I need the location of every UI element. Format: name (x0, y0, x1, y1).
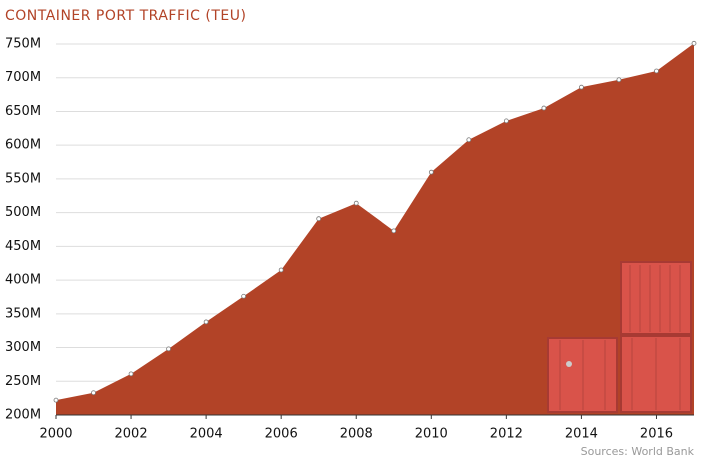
x-tick-label: 2010 (415, 427, 448, 442)
source: Sources: World Bank (581, 445, 695, 458)
y-tick-label: 500M (5, 205, 41, 220)
data-point (541, 105, 547, 111)
area (56, 43, 694, 416)
x-tick-label: 2016 (640, 427, 673, 442)
y-tick-label: 750M (5, 37, 41, 52)
x-tick-label: 2008 (340, 427, 373, 442)
x-tick-label: 2006 (265, 427, 298, 442)
data-point (203, 319, 209, 325)
y-tick-label: 550M (5, 171, 41, 186)
data-point (466, 137, 472, 143)
x-tick-label: 2000 (39, 427, 72, 442)
data-point (353, 200, 359, 206)
data-point (316, 216, 322, 222)
axes: 200M 250M 300M 350M 400M 450M 500M 550M 600M 650M… (5, 37, 694, 442)
y-tick-label: 350M (5, 306, 41, 321)
data-point (654, 68, 659, 74)
x-tick-label: 2012 (490, 427, 523, 442)
data-point (53, 397, 59, 403)
y-tick-label: 400M (5, 273, 41, 288)
data-point (616, 77, 622, 83)
y-tick-label: 700M (5, 70, 41, 85)
y-tick-label: 600M (5, 138, 41, 153)
data-point (128, 371, 134, 377)
data-point (91, 390, 96, 396)
x-tick-label: 2004 (190, 427, 223, 442)
data-point (391, 228, 397, 234)
y-tick-label: 450M (5, 239, 41, 254)
data-point (579, 84, 584, 90)
x-tick-label: 2002 (115, 427, 148, 442)
data-point (428, 169, 434, 175)
data-point (503, 118, 509, 124)
containers-illustration (547, 261, 692, 413)
y-tick-label: 650M (5, 104, 41, 119)
plot (53, 40, 697, 416)
x-tick-label: 2014 (565, 427, 598, 442)
y-tick-label: 300M (5, 340, 41, 355)
data-point (691, 40, 697, 46)
y-tick-label: 250M (5, 374, 41, 389)
data-point (278, 267, 284, 273)
chart-title: CONTAINER PORT TRAFFIC (TEU) (5, 8, 246, 24)
y-tick-label: 200M (5, 408, 41, 423)
data-point (241, 293, 247, 299)
data-point (166, 346, 171, 352)
